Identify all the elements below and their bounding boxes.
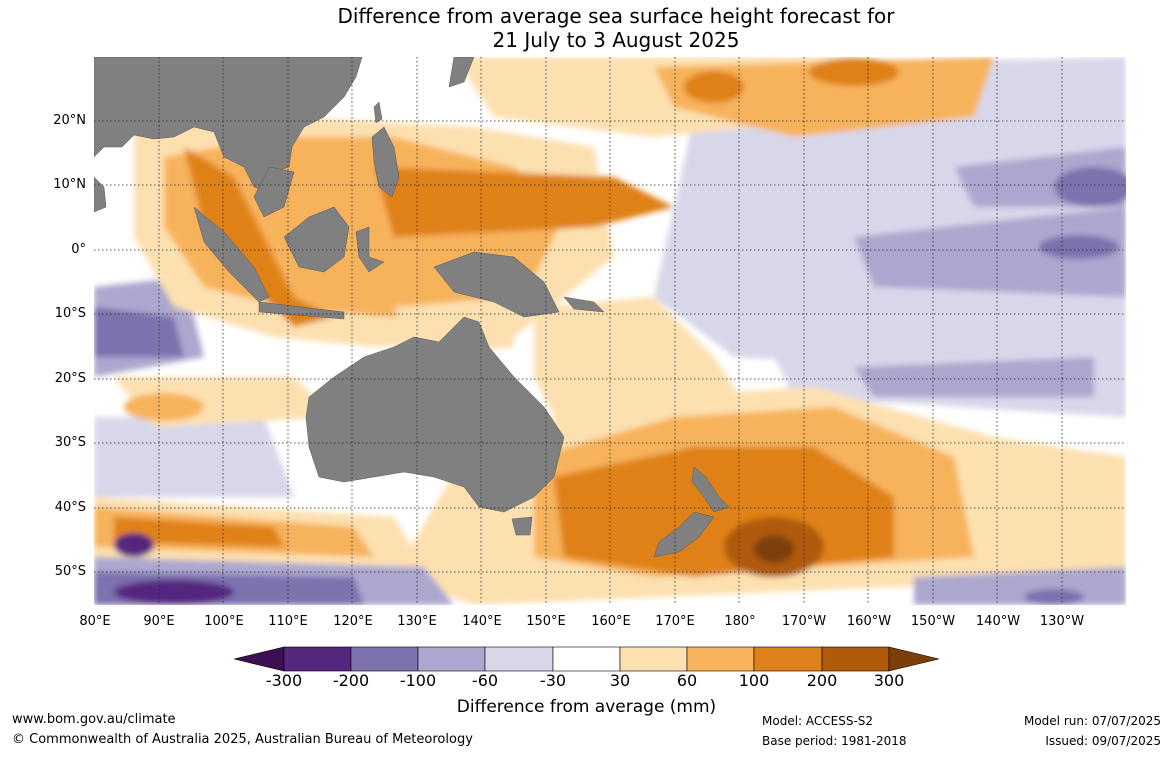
land-new-guinea [433,251,560,318]
issued-date: Issued: 09/07/2025 [1045,734,1161,748]
copyright: © Commonwealth of Australia 2025, Austra… [12,732,473,747]
lon-label: 170°W [781,614,827,629]
land-borneo [283,206,350,273]
pos-north-pacific-core-2 [809,58,899,86]
neg-patch-east-2 [1039,235,1119,259]
lon-label: 170°E [655,614,695,629]
neg-southern-ocean-core-2 [114,533,154,557]
lat-label: 10°N [53,177,86,192]
colorbar-segment [283,646,352,672]
anomaly-field [94,57,1126,605]
lat-label: 20°S [54,371,86,386]
pos-tasman-dark [554,447,894,577]
neg-southern-pacific-core [1024,589,1084,605]
neg-southern-ocean-core-1 [114,580,234,604]
colorbar-tick: -200 [332,671,370,690]
lon-label: 130°W [1039,614,1085,629]
colorbar-tick: 300 [873,671,905,690]
colorbar-segment [753,646,823,672]
lon-label: 120°E [333,614,373,629]
land-sumatra [193,206,270,303]
pos-west-pacific-band [374,167,674,237]
model-run: Model run: 07/07/2025 [1023,714,1161,728]
lon-label: 110°E [268,614,308,629]
lon-label: 140°W [975,614,1021,629]
colorbar-segment [821,646,890,672]
colorbar-segment [619,646,688,672]
pos-tasman-center [754,535,794,563]
colorbar-segment [417,646,486,672]
lon-label: 130°E [397,614,437,629]
lat-label: 30°S [54,435,86,450]
pos-indian-mid-lat-core [124,393,204,421]
lat-label: 10°S [54,306,86,321]
land-nz-north [691,466,730,513]
land-india-tip [94,176,107,213]
lon-label: 150°W [910,614,956,629]
lon-label: 160°E [591,614,631,629]
lon-label: 140°E [462,614,502,629]
colorbar [234,646,939,672]
lon-label: 100°E [204,614,244,629]
lat-label: 20°N [53,113,86,128]
colorbar-tick: 30 [609,671,631,690]
website-link[interactable]: www.bom.gov.au/climate [12,712,176,727]
land-solomons [563,296,605,313]
colorbar-tick: -300 [265,671,303,690]
lon-label: 160°W [846,614,892,629]
land-tasmania [511,516,533,536]
land-philippines [371,126,400,198]
title-line-2: 21 July to 3 August 2025 [492,28,740,52]
lon-label: 90°E [143,614,175,629]
lat-label: 0° [71,242,86,257]
colorbar-title: Difference from average (mm) [456,697,717,717]
colorbar-segment-max [888,646,939,672]
land-japan [448,57,475,88]
colorbar-tick: 200 [806,671,838,690]
land [94,57,730,558]
land-java [258,301,345,320]
neg-indian-south [94,417,294,497]
colorbar-segment [686,646,755,672]
land-asia [94,57,363,193]
graticule [94,57,1126,605]
pos-sumatra-strip [184,147,334,327]
land-taiwan [373,101,383,124]
colorbar-tick: 60 [676,671,698,690]
neg-indian-west-core [94,307,184,357]
colorbar-tick: -60 [471,671,499,690]
land-indochina [253,166,295,218]
colorbar-segment [350,646,419,672]
lon-label: 80°E [79,614,111,629]
base-period: Base period: 1981-2018 [762,734,907,748]
colorbar-segment [552,646,621,672]
chart-title: Difference from average sea surface heig… [0,4,1173,52]
anomaly-map [94,57,1126,605]
colorbar-segment [484,646,554,672]
model-label: Model: ACCESS-S2 [762,714,874,728]
pos-north-pacific-core [684,71,744,103]
colorbar-tick: -30 [539,671,567,690]
land-sulawesi [355,226,385,273]
neg-band-south-subtropic-2 [854,357,1094,397]
colorbar-segment-min [234,646,285,672]
map-svg [94,57,1126,605]
lon-label: 150°E [526,614,566,629]
lat-label: 40°S [54,500,86,515]
colorbar-tick: -100 [399,671,437,690]
pos-south-indian-dark [114,517,284,547]
lat-label: 50°S [54,564,86,579]
land-australia [305,316,565,513]
land-nz-south [653,511,715,558]
lon-label: 180° [724,614,756,629]
colorbar-tick: 100 [738,671,770,690]
title-line-1: Difference from average sea surface heig… [337,4,895,28]
neg-patch-east-equator [854,207,1126,297]
neg-patch-east-1 [1054,167,1126,207]
